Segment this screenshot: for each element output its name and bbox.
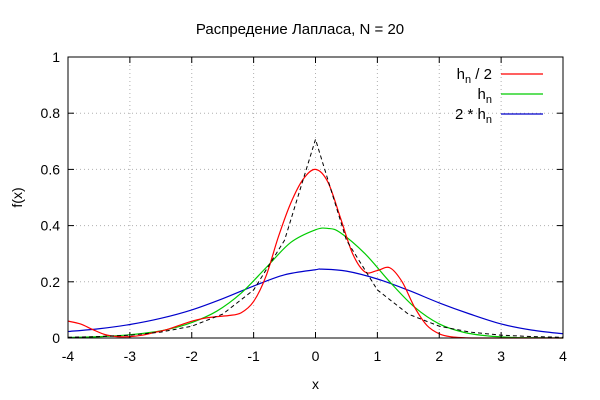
x-tick-label: -3 [124,348,137,364]
reference-density-line [67,138,564,338]
legend-label: hn / 2 [457,66,492,86]
y-tick-label: 1 [52,49,60,65]
y-tick-label: 0.8 [41,105,61,121]
legend-label-main: h [478,86,486,103]
legend-label: 2 * hn [455,106,492,126]
y-tick-label: 0.6 [41,161,61,177]
x-tick-label: 3 [497,348,505,364]
y-axis-title: f(x) [9,187,25,207]
legend-entry-h: hn [478,86,543,106]
y-tick-label: 0 [52,330,60,346]
legend-entry-2h: 2 * hn [455,106,543,126]
y-tick-label: 0.4 [41,218,61,234]
legend-label-subscript: n [486,114,492,126]
series-2h-line [67,268,564,335]
x-tick-label: 0 [312,348,320,364]
legend-label: hn [478,86,492,106]
ticks: -4 -3 -2 -1 0 1 2 3 4 0 0.2 0.4 0.6 0.8 1 [41,49,568,364]
x-axis-title: x [312,376,319,392]
x-tick-label: 4 [559,348,567,364]
chart-title: Распредение Лапласа, N = 20 [196,21,404,38]
y-tick-label: 0.2 [41,274,61,290]
legend-label-main: h [457,66,465,83]
legend-label-subscript: n [486,94,492,106]
legend-label-subscript: n [465,74,471,86]
legend-entry-h-half: hn / 2 [457,66,543,86]
x-tick-label: -1 [247,348,260,364]
x-tick-label: 1 [373,348,381,364]
legend-label-main: 2 * h [455,106,486,123]
x-tick-label: 2 [435,348,443,364]
x-tick-label: -4 [62,348,75,364]
legend-label-suffix: / 2 [471,66,492,83]
x-tick-label: -2 [186,348,199,364]
